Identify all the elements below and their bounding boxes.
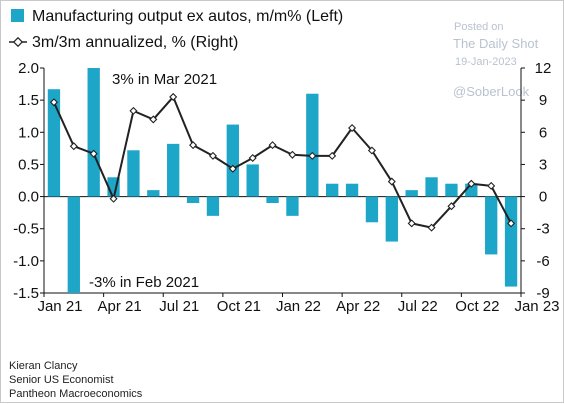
line-point-aug-22 [427,223,436,232]
bar-feb-22 [306,93,319,197]
right-tick-label: 6 [539,124,547,141]
bar-mar-21 [87,68,100,197]
watermark: Posted on The Daily Shot 19-Jan-2023 @So… [453,21,539,99]
watermark-date: 19-Jan-2023 [455,56,517,68]
line-point-nov-22 [487,181,496,190]
line-point-apr-22 [348,123,357,133]
bar-feb-21 [67,196,80,293]
line-point-jan-21 [49,98,58,107]
left-tick-label: 0.5 [18,156,39,173]
right-tick-label: -6 [536,253,549,270]
left-tick-label: -1.5 [13,285,39,302]
x-tick-label: Oct 22 [455,298,499,315]
annotation-feb-2021: -3% in Feb 2021 [89,274,199,291]
bar-sep-21 [206,196,220,216]
legend: Manufacturing output ex autos, m/m% (Lef… [9,8,343,51]
bar-mar-22 [326,183,339,197]
bar-jan-21 [47,89,61,197]
line-series [49,92,516,232]
left-tick-label: 2.0 [18,60,39,77]
axes: 2.01.51.00.50.0-0.5-1.0-1.5129630-3-6-9J… [13,60,559,315]
annotation-mar-2021: 3% in Mar 2021 [112,71,217,88]
x-tick-label: Apr 22 [336,298,380,315]
watermark-handle: @SoberLook [453,84,530,99]
left-tick-label: 1.0 [18,124,39,141]
left-tick-label: -0.5 [13,221,39,238]
line-3m3m-annualized [53,95,512,229]
bar-aug-22 [425,177,438,197]
legend-diamond-marker [12,36,24,48]
bar-apr-22 [345,183,359,197]
footer-title: Senior US Economist [9,374,114,386]
bar-jul-22 [405,190,418,197]
left-tick-label: -1.0 [13,253,39,270]
legend-bar-swatch [11,9,24,22]
line-point-sep-22 [447,202,456,211]
bar-jul-21 [167,143,180,197]
bar-dec-21 [266,196,279,203]
bar-dec-22 [504,196,518,287]
left-tick-label: 0.0 [18,189,39,206]
footer-company: Pantheon Macroeconomics [9,388,143,400]
x-tick-label: Jan 22 [276,298,321,315]
bar-may-22 [365,196,379,223]
line-point-nov-21 [248,153,257,163]
line-point-jun-22 [387,177,396,186]
line-point-jul-21 [169,92,178,101]
bar-jan-22 [286,196,299,216]
right-tick-label: -3 [536,221,549,238]
right-tick-label: 3 [539,156,547,173]
line-point-sep-21 [208,151,217,160]
watermark-source: The Daily Shot [453,36,539,51]
annotations: 3% in Mar 2021 -3% in Feb 2021 [89,71,217,291]
left-tick-label: 1.5 [18,92,39,109]
line-point-apr-21 [109,194,118,203]
line-point-may-22 [367,146,376,155]
x-tick-label: Jul 21 [159,298,199,315]
watermark-posted: Posted on [454,21,504,33]
right-tick-label: 9 [539,92,547,109]
line-point-may-21 [129,106,138,115]
bar-sep-22 [445,183,458,197]
line-point-oct-21 [228,164,237,173]
legend-label-bars: Manufacturing output ex autos, m/m% (Lef… [32,8,343,25]
line-point-mar-22 [328,151,337,160]
bar-series [47,68,518,293]
x-tick-label: Jul 22 [398,298,438,315]
line-point-dec-21 [268,141,277,150]
line-point-jan-22 [288,150,297,159]
line-point-feb-21 [69,142,78,151]
bar-jun-21 [147,190,160,197]
line-point-jul-22 [407,219,416,228]
bar-nov-22 [485,196,498,255]
line-point-dec-22 [507,219,516,228]
x-tick-label: Apr 21 [98,298,142,315]
bar-nov-21 [246,164,259,197]
bar-jun-22 [385,196,398,242]
footer-author: Kieran Clancy [9,360,78,372]
line-point-mar-21 [89,149,98,158]
bar-oct-21 [226,124,239,197]
x-tick-label: Jan 23 [514,298,559,315]
bar-aug-21 [186,196,200,203]
right-tick-label: 12 [535,60,552,77]
line-point-jun-21 [149,115,158,124]
x-tick-label: Oct 21 [217,298,261,315]
line-point-oct-22 [467,179,476,188]
line-point-aug-21 [189,141,198,150]
x-tick-label: Jan 21 [37,298,82,315]
legend-label-line: 3m/3m annualized, % (Right) [32,34,238,51]
right-tick-label: 0 [539,189,547,206]
bar-may-21 [127,150,140,197]
line-point-feb-22 [308,151,317,160]
right-tick-label: -9 [536,285,549,302]
